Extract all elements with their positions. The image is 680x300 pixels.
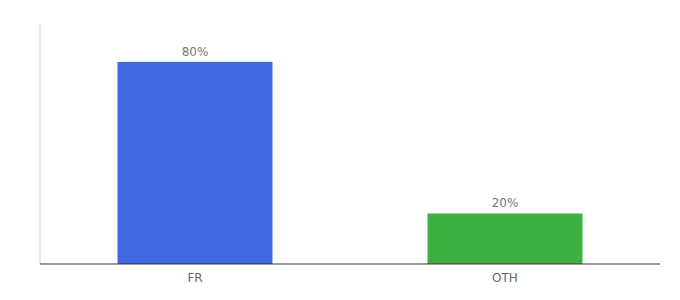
bar xyxy=(118,62,273,264)
chart-container: 80% 20% FR OTH xyxy=(0,0,680,300)
bar xyxy=(428,213,583,264)
chart: 80% 20% FR OTH xyxy=(0,0,680,300)
y-axis-line xyxy=(40,24,41,264)
data-label: 20% xyxy=(492,196,519,210)
x-axis-line xyxy=(40,264,660,265)
bars xyxy=(118,62,583,264)
x-tick-label: FR xyxy=(187,271,202,285)
data-label: 80% xyxy=(182,45,209,59)
x-tick-label: OTH xyxy=(492,271,518,285)
